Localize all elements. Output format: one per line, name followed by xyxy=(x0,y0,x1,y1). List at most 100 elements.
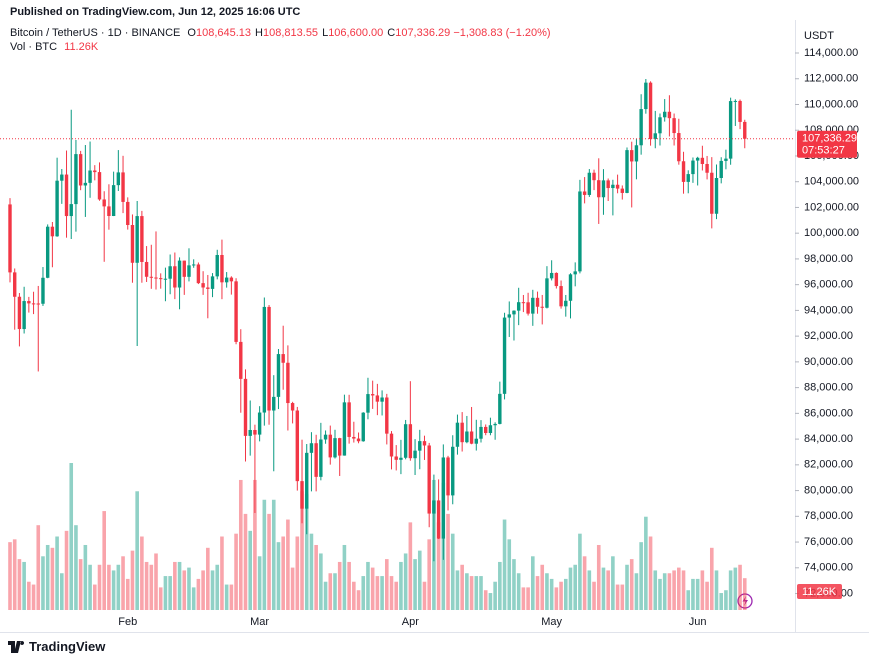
volume-bar xyxy=(168,576,172,610)
volume-bar xyxy=(714,570,719,610)
candle-body xyxy=(644,82,648,110)
volume-bar xyxy=(116,564,121,610)
candle-body xyxy=(653,133,657,139)
volume-bar xyxy=(399,561,403,610)
candle-body xyxy=(338,438,342,456)
volume-bar xyxy=(455,570,460,610)
volume-bar xyxy=(149,564,154,610)
candle-body xyxy=(672,118,676,134)
ohlc-key: O xyxy=(187,27,196,39)
candle-body xyxy=(394,456,398,460)
candle-body xyxy=(182,260,186,277)
candle-body xyxy=(126,201,130,226)
candle-body xyxy=(83,182,88,186)
candle-body xyxy=(531,297,535,314)
candle-body xyxy=(597,180,601,198)
candle-body xyxy=(323,434,328,440)
candle-body xyxy=(639,109,643,146)
volume-bar xyxy=(60,573,64,610)
volume-bar xyxy=(653,570,658,610)
candle-body xyxy=(272,396,276,411)
candle-body xyxy=(705,163,709,173)
candle-body xyxy=(342,402,347,456)
volume-bar xyxy=(154,553,158,610)
candle-body xyxy=(630,150,634,162)
candle-body xyxy=(102,199,106,207)
candle-body xyxy=(385,397,389,434)
candle-body xyxy=(389,433,394,457)
candle-body xyxy=(573,271,577,275)
volume-bar xyxy=(234,533,238,610)
ohlc-key: C xyxy=(387,27,396,39)
candle-body xyxy=(738,100,742,122)
volume-bar xyxy=(361,576,366,610)
y-tick-label: 102,000.00 xyxy=(804,201,859,213)
volume-bar xyxy=(629,559,634,610)
candle-body xyxy=(210,276,215,289)
candle-body xyxy=(484,426,488,433)
volume-bar xyxy=(502,519,507,610)
volume-bar xyxy=(74,525,78,610)
volume-bar xyxy=(559,581,563,610)
volume-bar xyxy=(102,511,106,610)
volume-bar xyxy=(417,550,422,610)
candle-body xyxy=(93,170,97,173)
ohlc-value: 107,336.29 xyxy=(395,27,451,39)
volume-bar xyxy=(540,564,545,610)
volume-bar xyxy=(187,567,191,610)
candle-body xyxy=(658,117,662,134)
volume-bar xyxy=(224,584,229,610)
candle-body xyxy=(130,225,135,263)
volume-bar xyxy=(535,576,540,610)
candle-body xyxy=(582,191,587,195)
volume-bar xyxy=(408,522,413,610)
volume-bar xyxy=(724,590,728,610)
candle-body xyxy=(55,180,59,237)
volume-bar xyxy=(677,567,681,610)
candle-body xyxy=(592,172,596,181)
candle-body xyxy=(710,172,714,214)
y-tick-label: 104,000.00 xyxy=(804,176,859,188)
volume-bar xyxy=(229,584,234,610)
volume-bar xyxy=(483,590,488,610)
volume-bar xyxy=(667,573,672,610)
volume-bar xyxy=(337,561,342,610)
volume-bar xyxy=(319,553,323,610)
candle-body xyxy=(116,172,121,186)
candle-body xyxy=(347,402,351,437)
volume-bar xyxy=(36,525,41,610)
ohlc-value: 106,600.00 xyxy=(328,27,384,39)
candle-body xyxy=(144,261,149,277)
volume-bar xyxy=(140,536,144,610)
y-tick-label: 88,000.00 xyxy=(804,382,853,394)
volume-label-box xyxy=(797,584,842,599)
logo xyxy=(8,640,25,653)
y-tick-label: 112,000.00 xyxy=(804,73,858,85)
last-price-box xyxy=(797,130,857,158)
volume-bar xyxy=(144,561,149,610)
candle-body xyxy=(479,426,483,439)
volume-bar xyxy=(8,542,12,610)
y-tick-label: 86,000.00 xyxy=(804,407,853,419)
volume-bar xyxy=(648,536,653,610)
volume-bar xyxy=(31,584,36,610)
volume-bar xyxy=(662,573,667,610)
candle-body xyxy=(667,111,672,119)
volume-line: Vol · BTC 11.26K xyxy=(10,41,98,53)
candle-body xyxy=(215,254,219,277)
candle-body xyxy=(60,174,64,181)
candle-body xyxy=(719,160,723,178)
candle-body xyxy=(88,170,92,183)
candle-body xyxy=(460,422,464,443)
candle-body xyxy=(239,341,243,379)
countdown: 07:53:27 xyxy=(802,145,845,157)
y-tick-label: 74,000.00 xyxy=(804,562,853,574)
volume-bar xyxy=(333,573,337,610)
candle-body xyxy=(549,272,554,279)
volume-bar xyxy=(620,584,625,610)
volume-bar xyxy=(658,578,662,610)
volume-bar xyxy=(210,570,215,610)
footer: TradingView xyxy=(8,639,105,654)
volume-bar xyxy=(243,513,248,610)
